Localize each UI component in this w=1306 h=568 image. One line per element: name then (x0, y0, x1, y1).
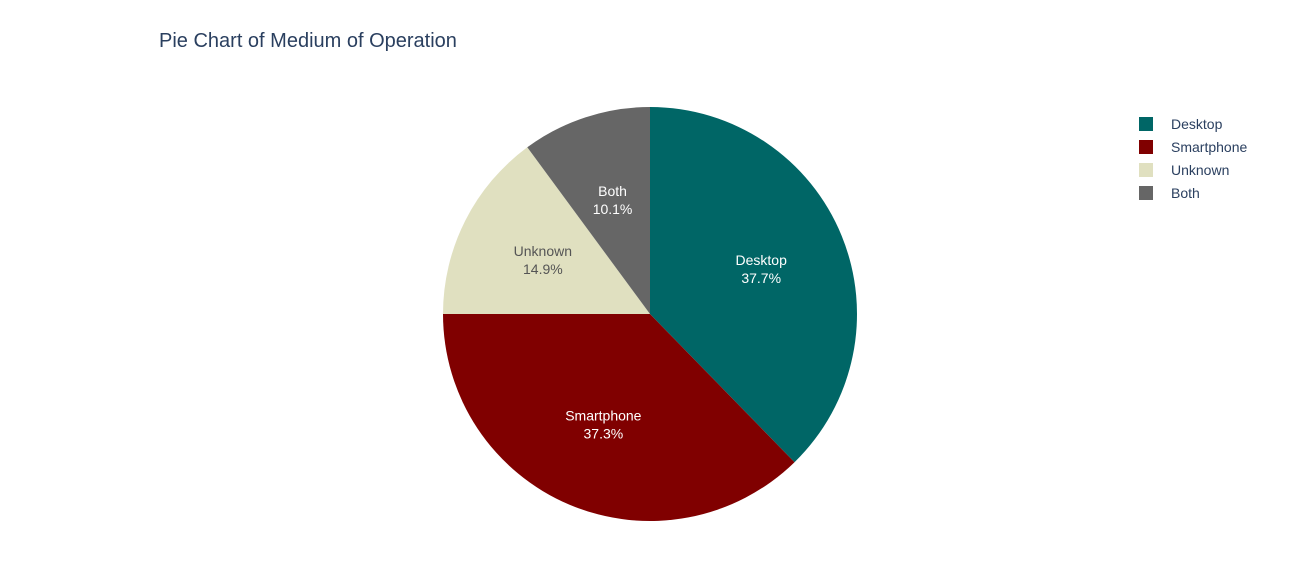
pie-slice-desktop[interactable] (650, 107, 857, 463)
pie-slice-both[interactable] (527, 107, 650, 314)
legend-label-both: Both (1171, 185, 1200, 201)
legend-item-desktop[interactable]: Desktop (1139, 116, 1223, 132)
legend-swatch-both (1139, 186, 1153, 200)
pie-slices (443, 107, 857, 521)
legend-label-smartphone: Smartphone (1171, 139, 1247, 155)
pie-slice-smartphone[interactable] (443, 314, 795, 521)
slice-labels: Desktop 37.7% Smartphone 37.3% Unknown 14.9% B… (514, 183, 787, 442)
legend-item-unknown[interactable]: Unknown (1139, 162, 1229, 178)
legend-swatch-smartphone (1139, 140, 1153, 154)
slice-label-both: Both (598, 183, 627, 199)
legend-item-smartphone[interactable]: Smartphone (1139, 139, 1247, 155)
legend-item-both[interactable]: Both (1139, 185, 1200, 201)
slice-label-desktop: Desktop (736, 252, 788, 268)
chart-title: Pie Chart of Medium of Operation (159, 30, 457, 52)
slice-percent-smartphone: 37.3% (584, 426, 624, 442)
slice-percent-unknown: 14.9% (523, 261, 563, 277)
slice-label-smartphone: Smartphone (565, 408, 641, 424)
pie-slice-unknown[interactable] (443, 147, 650, 314)
slice-label-unknown: Unknown (514, 243, 572, 259)
legend-label-desktop: Desktop (1171, 116, 1223, 132)
legend-label-unknown: Unknown (1171, 162, 1229, 178)
legend-swatch-unknown (1139, 163, 1153, 177)
legend: Desktop Smartphone Unknown Both (1139, 116, 1247, 201)
legend-swatch-desktop (1139, 117, 1153, 131)
slice-percent-desktop: 37.7% (741, 270, 781, 286)
slice-percent-both: 10.1% (593, 201, 633, 217)
